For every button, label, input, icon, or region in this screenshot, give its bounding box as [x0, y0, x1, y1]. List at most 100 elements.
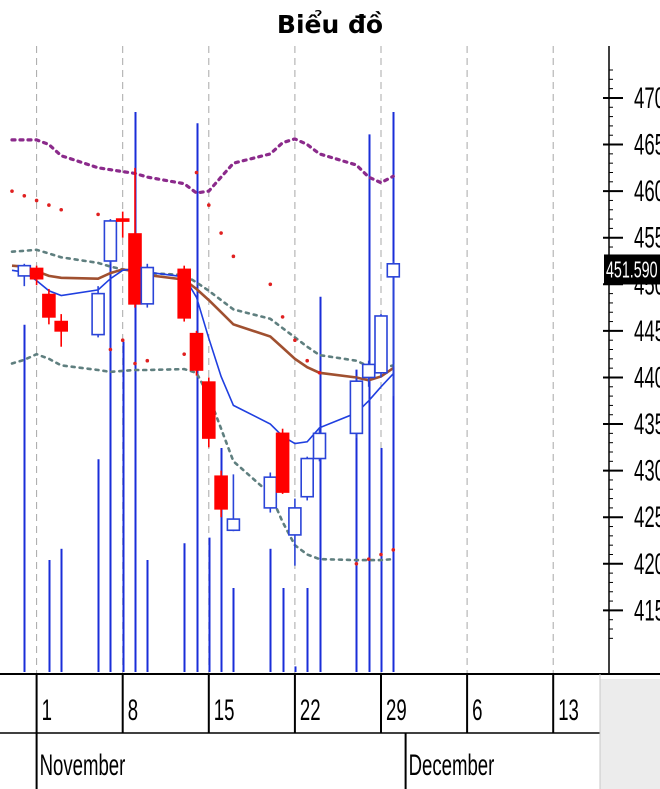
candle-body	[91, 292, 105, 336]
y-tick-label: 465	[634, 128, 660, 162]
candle-body	[29, 267, 44, 280]
sar-dot	[182, 352, 186, 356]
y-tick-label: 420	[634, 547, 660, 581]
candle-body	[17, 264, 32, 277]
sar-dot	[133, 361, 137, 366]
candle-body	[214, 475, 228, 510]
x-tick-label: 13	[558, 694, 579, 728]
candle-body	[312, 432, 327, 460]
x-tick-label: 29	[386, 694, 407, 728]
candle	[42, 288, 56, 325]
candle-body	[54, 320, 69, 332]
y-tick-label: 460	[634, 175, 660, 209]
candle	[214, 470, 228, 518]
candle	[275, 428, 290, 494]
candle	[386, 261, 401, 397]
candle-body	[115, 218, 130, 222]
ma-fast-line	[11, 267, 394, 445]
chart-title: Biểu đồ	[276, 10, 384, 39]
sar-dot	[391, 548, 396, 552]
sar-dot	[59, 207, 63, 212]
bollinger-mid-line	[10, 248, 395, 370]
sar-dot	[268, 282, 273, 287]
month-label: November	[40, 749, 126, 783]
sar-dot	[120, 338, 125, 342]
sar-dot	[34, 198, 39, 203]
x-tick-label: 15	[214, 694, 235, 728]
candle-body	[263, 476, 278, 509]
candle	[226, 474, 241, 532]
candle-body	[288, 507, 302, 536]
x-tick-label: 6	[472, 694, 482, 728]
y-tick-label: 430	[634, 454, 660, 488]
candle	[91, 286, 105, 338]
sar-dot	[10, 189, 14, 193]
last-price-marker: 451.590	[604, 254, 660, 285]
x-tick-label: 8	[128, 694, 138, 728]
y-tick-label: 435	[634, 408, 660, 442]
candle	[300, 456, 315, 501]
candle-body	[300, 457, 315, 498]
y-tick-label: 470	[634, 82, 660, 116]
candle	[349, 377, 364, 439]
x-tick-label: 22	[300, 694, 321, 728]
candle	[202, 377, 216, 448]
candle	[128, 167, 142, 308]
volume-layer	[23, 112, 395, 672]
candle	[189, 330, 204, 376]
candle-layer	[17, 167, 401, 566]
bollinger-upper-line	[10, 137, 395, 195]
candle-body	[226, 518, 241, 532]
sar-dot	[305, 358, 310, 363]
y-tick-label: 445	[634, 314, 660, 348]
x-axis: 1 8 15 22 29 6 13 November December	[0, 673, 660, 789]
x-axis-panel	[0, 674, 600, 788]
candle-body	[140, 266, 155, 305]
candle-body	[374, 315, 388, 374]
sar-dot	[379, 552, 383, 557]
candle-body	[202, 381, 216, 439]
candle-body	[361, 363, 376, 379]
plot-background	[0, 46, 600, 674]
moving-average-layer	[11, 264, 395, 445]
candle-body	[275, 432, 290, 493]
candle-body	[128, 233, 142, 305]
candle-body	[42, 293, 56, 318]
candle-body	[189, 332, 204, 371]
y-axis: 470465460455450445440435430425420415	[603, 46, 660, 674]
sar-dot	[47, 203, 51, 207]
candle	[103, 219, 118, 264]
sar-dot	[280, 315, 285, 319]
candle	[312, 428, 327, 462]
sar-layer	[10, 170, 396, 566]
candle	[263, 472, 278, 513]
sar-dot	[207, 203, 211, 207]
sar-dot	[354, 562, 359, 566]
sar-dot	[231, 254, 236, 259]
sar-dot	[366, 557, 371, 561]
sar-dot	[194, 170, 199, 175]
sar-dot	[108, 347, 113, 352]
y-tick-label: 415	[634, 594, 660, 628]
candle	[140, 263, 155, 308]
sar-dot	[219, 231, 223, 235]
sar-dot	[96, 212, 100, 217]
candle	[361, 360, 376, 387]
ma-slow-line	[11, 264, 395, 382]
x-axis-corner	[600, 679, 660, 789]
y-tick-label: 425	[634, 501, 660, 535]
month-label: December	[409, 749, 495, 783]
candle-body	[103, 220, 118, 262]
candle	[29, 265, 44, 286]
candle-body	[386, 262, 401, 278]
candle	[374, 314, 388, 378]
sar-dot	[293, 338, 297, 342]
last-price-box	[604, 254, 660, 285]
x-tick-label: 1	[42, 694, 52, 728]
candle-body	[349, 380, 364, 435]
candle	[54, 314, 69, 347]
sar-dot	[317, 371, 322, 375]
candle	[288, 498, 302, 566]
candle-body	[177, 268, 191, 319]
